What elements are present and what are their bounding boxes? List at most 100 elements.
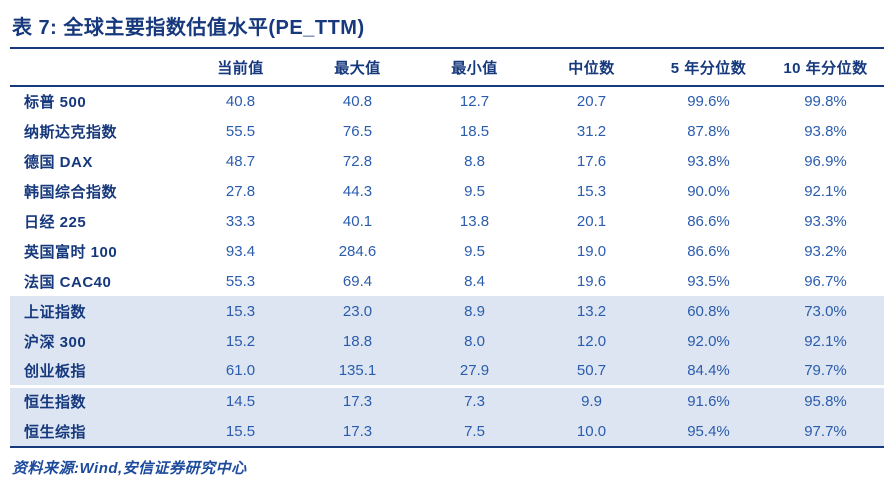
- value-cell: 9.5: [464, 242, 485, 260]
- value-cell: 12.0: [533, 326, 650, 356]
- table-row: 韩国综合指数 27.8 44.3 9.5 15.3 90.0% 92.1%: [10, 176, 884, 206]
- value-cell: 84.4%: [650, 356, 767, 386]
- value-cell: 93.8%: [804, 122, 847, 140]
- value-cell: 48.7: [225, 152, 256, 170]
- table-row: 恒生综指 15.5 17.3 7.5 10.0 95.4% 97.7%: [10, 416, 884, 446]
- index-name-cell: 日经 225: [24, 213, 87, 231]
- value-cell: 12.7: [459, 93, 490, 110]
- value-cell: 99.6%: [687, 93, 730, 110]
- value-cell: 87.8%: [687, 122, 730, 140]
- value-cell: 40.8: [342, 93, 373, 110]
- value-cell: 93.2%: [804, 242, 847, 260]
- index-name-cell: 韩国综合指数: [24, 183, 118, 201]
- value-cell: 27.8: [225, 182, 256, 200]
- value-cell: 90.0%: [687, 182, 730, 200]
- column-header: 10 年分位数: [767, 49, 884, 87]
- column-header: 最小值: [416, 49, 533, 87]
- value-cell: 92.1%: [804, 182, 847, 200]
- value-cell: 73.0%: [767, 296, 884, 326]
- value-cell: 8.0: [416, 326, 533, 356]
- index-name-cell: 恒生综指: [10, 416, 182, 446]
- value-cell: 18.5: [459, 122, 490, 140]
- value-cell: 40.8: [225, 93, 256, 110]
- value-cell: 27.9: [416, 356, 533, 386]
- table-row: 德国 DAX 48.7 72.8 8.8 17.6 93.8% 96.9%: [10, 146, 884, 176]
- value-cell: 15.2: [182, 326, 299, 356]
- table-row: 创业板指 61.0 135.1 27.9 50.7 84.4% 79.7%: [10, 356, 884, 386]
- index-name-cell: 创业板指: [10, 356, 182, 386]
- table-row: 恒生指数 14.5 17.3 7.3 9.9 91.6% 95.8%: [10, 384, 884, 416]
- value-cell: 40.1: [342, 212, 373, 230]
- value-cell: 76.5: [342, 122, 373, 140]
- table-header: 当前值 最大值 最小值 中位数 5 年分位数 10 年分位数: [10, 49, 884, 87]
- column-header: 最大值: [299, 49, 416, 87]
- column-header: 当前值: [182, 49, 299, 87]
- source-note: 资料来源:Wind,安信证券研究中心: [12, 460, 247, 477]
- value-cell: 8.4: [464, 272, 485, 290]
- value-cell: 69.4: [342, 272, 373, 290]
- value-cell: 14.5: [182, 384, 299, 416]
- value-cell: 18.8: [299, 326, 416, 356]
- value-cell: 60.8%: [650, 296, 767, 326]
- value-cell: 55.3: [225, 272, 256, 290]
- value-cell: 17.3: [299, 416, 416, 446]
- value-cell: 96.9%: [804, 152, 847, 170]
- value-cell: 17.3: [299, 384, 416, 416]
- value-cell: 20.1: [576, 212, 607, 230]
- value-cell: 93.3%: [804, 212, 847, 230]
- value-cell: 10.0: [533, 416, 650, 446]
- value-cell: 55.5: [225, 122, 256, 140]
- value-cell: 86.6%: [687, 212, 730, 230]
- value-cell: 7.5: [416, 416, 533, 446]
- value-cell: 97.7%: [767, 416, 884, 446]
- valuation-table-container: 表 7: 全球主要指数估值水平(PE_TTM) 当前值 最大值 最小值 中位数 5 年分…: [10, 0, 884, 478]
- value-cell: 86.6%: [687, 242, 730, 260]
- column-header: 中位数: [533, 49, 650, 87]
- table-row: 纳斯达克指数 55.5 76.5 18.5 31.2 87.8% 93.8%: [10, 116, 884, 146]
- index-name-column-header: [10, 49, 182, 87]
- index-name-cell: 标普 500: [24, 94, 87, 111]
- value-cell: 19.0: [576, 242, 607, 260]
- value-cell: 15.5: [182, 416, 299, 446]
- table-bottom-rule: [10, 446, 884, 448]
- value-cell: 15.3: [576, 182, 607, 200]
- table-row: 标普 500 40.8 40.8 12.7 20.7 99.6% 99.8%: [10, 86, 884, 116]
- value-cell: 99.8%: [804, 93, 847, 110]
- valuation-table: 当前值 最大值 最小值 中位数 5 年分位数 10 年分位数 标普 500 40.8 40.8…: [10, 49, 884, 446]
- index-name-cell: 上证指数: [10, 296, 182, 326]
- column-header: 5 年分位数: [650, 49, 767, 87]
- value-cell: 7.3: [416, 384, 533, 416]
- value-cell: 9.5: [464, 182, 485, 200]
- value-cell: 9.9: [533, 384, 650, 416]
- index-name-cell: 沪深 300: [10, 326, 182, 356]
- value-cell: 72.8: [342, 152, 373, 170]
- table-body: 标普 500 40.8 40.8 12.7 20.7 99.6% 99.8% 纳斯达克指数 55…: [10, 86, 884, 446]
- table-title: 表 7: 全球主要指数估值水平(PE_TTM): [10, 0, 884, 49]
- index-name-cell: 纳斯达克指数: [24, 123, 118, 141]
- value-cell: 96.7%: [804, 272, 847, 290]
- value-cell: 15.3: [182, 296, 299, 326]
- value-cell: 93.8%: [687, 152, 730, 170]
- table-row: 上证指数 15.3 23.0 8.9 13.2 60.8% 73.0%: [10, 296, 884, 326]
- value-cell: 93.5%: [687, 272, 730, 290]
- value-cell: 92.0%: [650, 326, 767, 356]
- value-cell: 20.7: [576, 93, 607, 110]
- value-cell: 61.0: [182, 356, 299, 386]
- value-cell: 8.8: [464, 152, 485, 170]
- index-name-cell: 德国 DAX: [24, 153, 93, 171]
- table-row: 英国富时 100 93.4 284.6 9.5 19.0 86.6% 93.2%: [10, 236, 884, 266]
- value-cell: 19.6: [576, 272, 607, 290]
- value-cell: 8.9: [416, 296, 533, 326]
- value-cell: 31.2: [576, 122, 607, 140]
- value-cell: 79.7%: [767, 356, 884, 386]
- value-cell: 135.1: [299, 356, 416, 386]
- value-cell: 13.8: [459, 212, 490, 230]
- value-cell: 92.1%: [767, 326, 884, 356]
- value-cell: 91.6%: [650, 384, 767, 416]
- value-cell: 33.3: [225, 212, 256, 230]
- index-name-cell: 恒生指数: [10, 384, 182, 416]
- table-row: 法国 CAC40 55.3 69.4 8.4 19.6 93.5% 96.7%: [10, 266, 884, 296]
- value-cell: 95.8%: [767, 384, 884, 416]
- value-cell: 44.3: [342, 182, 373, 200]
- value-cell: 17.6: [576, 152, 607, 170]
